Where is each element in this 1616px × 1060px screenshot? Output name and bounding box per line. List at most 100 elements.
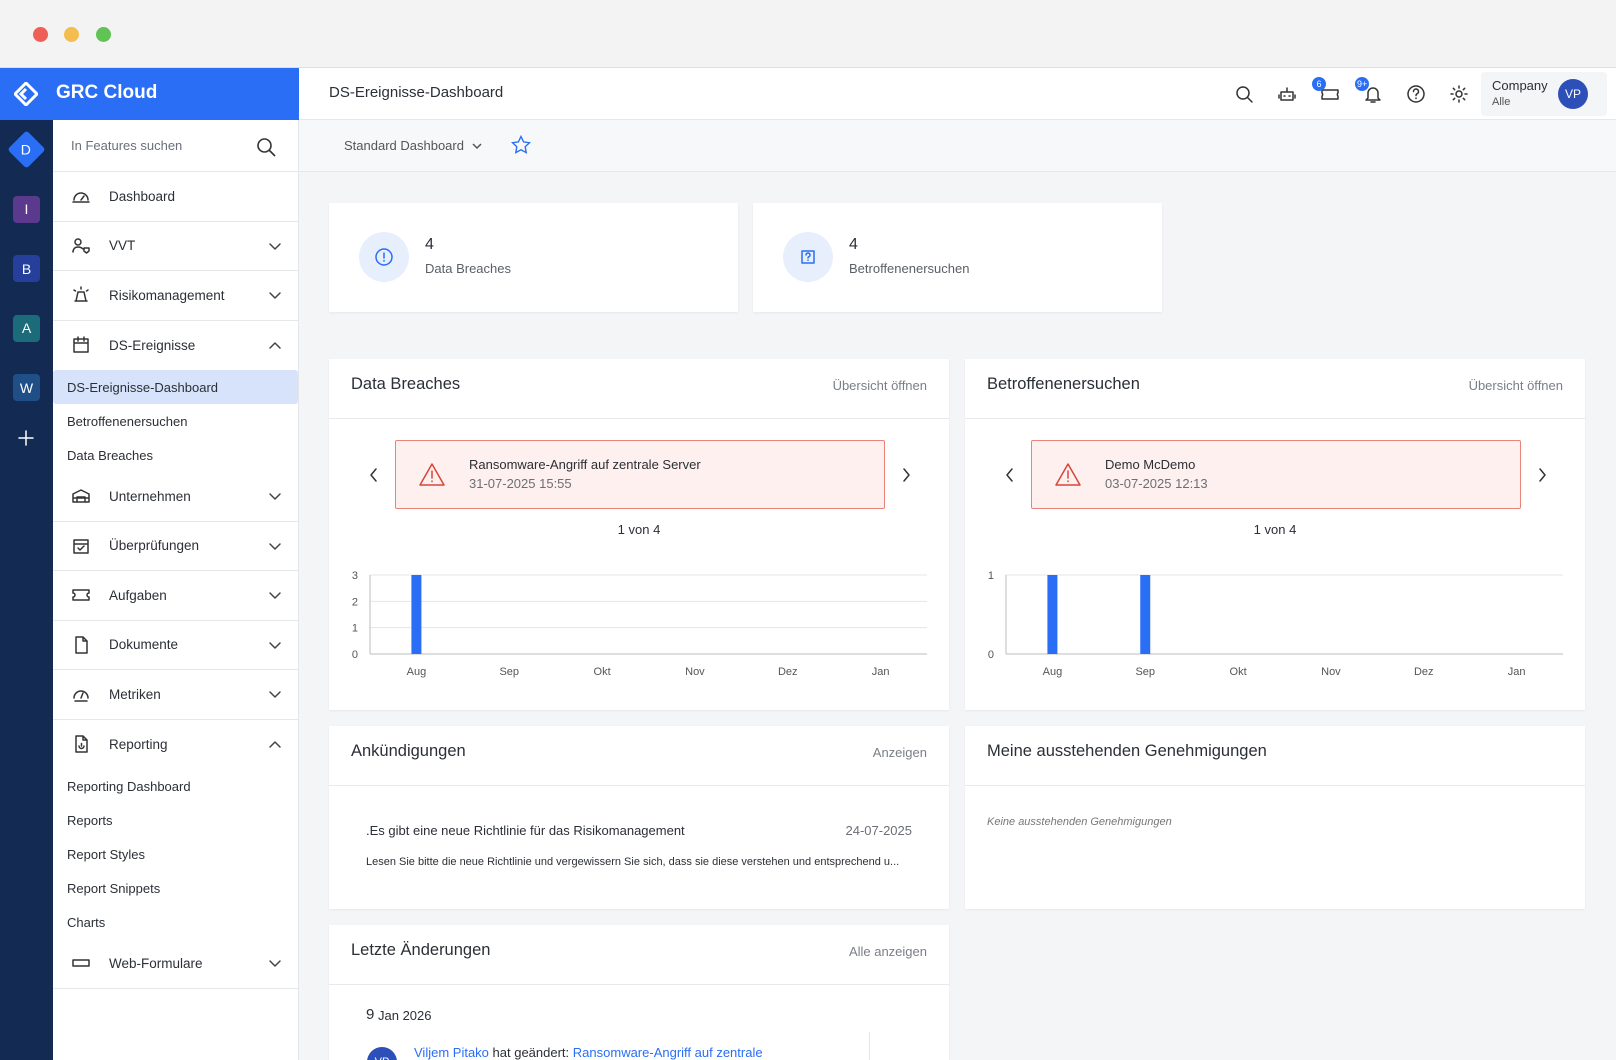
stat-label: Data Breaches [425, 261, 511, 276]
panel-title: Data Breaches [351, 375, 461, 393]
event-card[interactable]: Ransomware-Angriff auf zentrale Server 31… [395, 440, 885, 509]
toolbar-icon[interactable] [1363, 84, 1383, 104]
nav-subitem[interactable]: Report Styles [53, 837, 298, 871]
change-user[interactable]: Viljem Pitako [414, 1045, 489, 1060]
carousel-next[interactable] [899, 467, 913, 483]
announcement[interactable]: .Es gibt eine neue Richtlinie für das Ri… [366, 823, 912, 875]
x-tick-label: Okt [594, 666, 611, 678]
nav-chevron[interactable] [268, 340, 282, 351]
toolbar-icon[interactable] [1277, 84, 1297, 104]
minimize-button[interactable] [64, 27, 79, 42]
nav-chevron[interactable] [268, 491, 282, 502]
nav-item[interactable]: Metriken [53, 670, 298, 720]
nav-chevron-glyph [269, 641, 281, 649]
event-card[interactable]: Demo McDemo 03-07-2025 12:13 [1031, 440, 1521, 509]
toolbar-icon-glyph [1407, 85, 1425, 103]
event-date: 31-07-2025 15:55 [469, 476, 572, 491]
nav-sublabel: Data Breaches [67, 447, 153, 463]
pager: 1 von 4 [1253, 522, 1297, 537]
nav-chevron[interactable] [268, 739, 282, 750]
nav-icon-glyph [73, 539, 89, 554]
nav-chevron[interactable] [268, 689, 282, 700]
stat-icon-glyph [375, 248, 393, 266]
carousel-prev[interactable] [367, 467, 381, 483]
toolbar-icon[interactable] [1234, 84, 1254, 104]
nav-item[interactable]: Dokumente [53, 621, 298, 670]
panel-link[interactable]: Anzeigen [872, 745, 927, 760]
nav-icon [72, 589, 90, 601]
nav-subitem[interactable]: Betroffenenersuchen [53, 404, 298, 438]
dashboard-selector[interactable]: Standard Dashboard [344, 138, 464, 153]
nav-icon-glyph [73, 690, 89, 702]
nav-subitem[interactable]: Data Breaches [53, 438, 298, 472]
workspace-button[interactable]: I [13, 195, 40, 223]
workspace-button[interactable]: D [7, 130, 46, 169]
nav-icon [72, 192, 90, 203]
app-name[interactable]: GRC Cloud [56, 82, 158, 103]
carousel-prev-glyph [370, 468, 377, 482]
notification-badge: 6 [1312, 77, 1326, 91]
nav-sublabel: Charts [67, 914, 106, 930]
nav-item[interactable]: Risikomanagement [53, 271, 298, 321]
nav-chevron[interactable] [268, 541, 282, 552]
change-target[interactable]: Ransomware-Angriff auf zentrale [572, 1045, 763, 1060]
warning-icon-glyph [419, 463, 445, 486]
nav-item[interactable]: DS-Ereignisse [53, 321, 298, 371]
nav-icon [73, 336, 89, 353]
nav-chevron[interactable] [268, 590, 282, 601]
nav-subitem[interactable]: DS-Ereignisse-Dashboard [53, 370, 298, 404]
toolbar-icon[interactable] [1320, 84, 1340, 104]
nav-item[interactable]: Aufgaben [53, 571, 298, 621]
y-tick-label: 0 [352, 649, 358, 661]
workspace-button[interactable]: A [13, 314, 40, 342]
dropdown-chevron[interactable] [471, 141, 483, 151]
nav-chevron[interactable] [268, 958, 282, 969]
toolbar-icon[interactable] [1449, 84, 1469, 104]
stat-card[interactable]: 4 Betroffenenersuchen [753, 203, 1162, 312]
nav-item[interactable]: Überprüfungen [53, 522, 298, 571]
nav-chevron[interactable] [268, 640, 282, 651]
workspace-button[interactable]: B [13, 255, 40, 282]
stat-card[interactable]: 4 Data Breaches [329, 203, 738, 312]
panel-divider [965, 418, 1585, 419]
close-button[interactable] [33, 27, 48, 42]
pager: 1 von 4 [617, 522, 661, 537]
x-tick-label: Aug [407, 666, 427, 678]
panel-title: Letzte Änderungen [351, 941, 491, 959]
nav-item[interactable]: Reporting [53, 720, 298, 770]
warning-icon [1055, 463, 1081, 486]
carousel-prev[interactable] [1003, 467, 1017, 483]
nav-icon-glyph [72, 489, 90, 503]
favorite-star[interactable] [511, 135, 531, 155]
panel-link[interactable]: Übersicht öffnen [1468, 378, 1563, 393]
change-day: 9 [366, 1006, 375, 1023]
nav-icon [72, 489, 90, 503]
nav-item[interactable]: Web-Formulare [53, 939, 298, 989]
nav-subitem[interactable]: Report Snippets [53, 871, 298, 905]
nav-chevron[interactable] [268, 241, 282, 252]
nav-item[interactable]: Dashboard [53, 172, 298, 222]
workspace-button[interactable]: W [13, 374, 40, 401]
nav-item[interactable]: VVT [53, 222, 298, 271]
nav-subitem[interactable]: Reports [53, 803, 298, 837]
toolbar-icon[interactable] [1406, 84, 1426, 104]
feature-search[interactable]: In Features suchen [53, 120, 298, 172]
nav-sublabel: DS-Ereignisse-Dashboard [67, 379, 219, 395]
nav-chevron[interactable] [268, 290, 282, 301]
company-switcher[interactable]: Company Alle VP [1481, 72, 1607, 116]
add-workspace[interactable] [16, 428, 36, 448]
nav-icon [72, 959, 90, 967]
event-title: Ransomware-Angriff auf zentrale Server [469, 457, 701, 472]
panel-link[interactable]: Übersicht öffnen [832, 378, 927, 393]
nav-subitem[interactable]: Charts [53, 905, 298, 939]
panel: Letzte Änderungen Alle anzeigen 9 Jan 2026 V… [329, 925, 949, 1060]
carousel-next[interactable] [1535, 467, 1549, 483]
maximize-button[interactable] [96, 27, 111, 42]
panel-link[interactable]: Alle anzeigen [848, 944, 927, 959]
search-icon[interactable] [256, 137, 276, 157]
nav-chevron-glyph [269, 691, 281, 698]
logo [14, 82, 38, 106]
user-avatar[interactable]: VP [1558, 79, 1588, 109]
nav-item[interactable]: Unternehmen [53, 472, 298, 522]
nav-subitem[interactable]: Reporting Dashboard [53, 769, 298, 803]
